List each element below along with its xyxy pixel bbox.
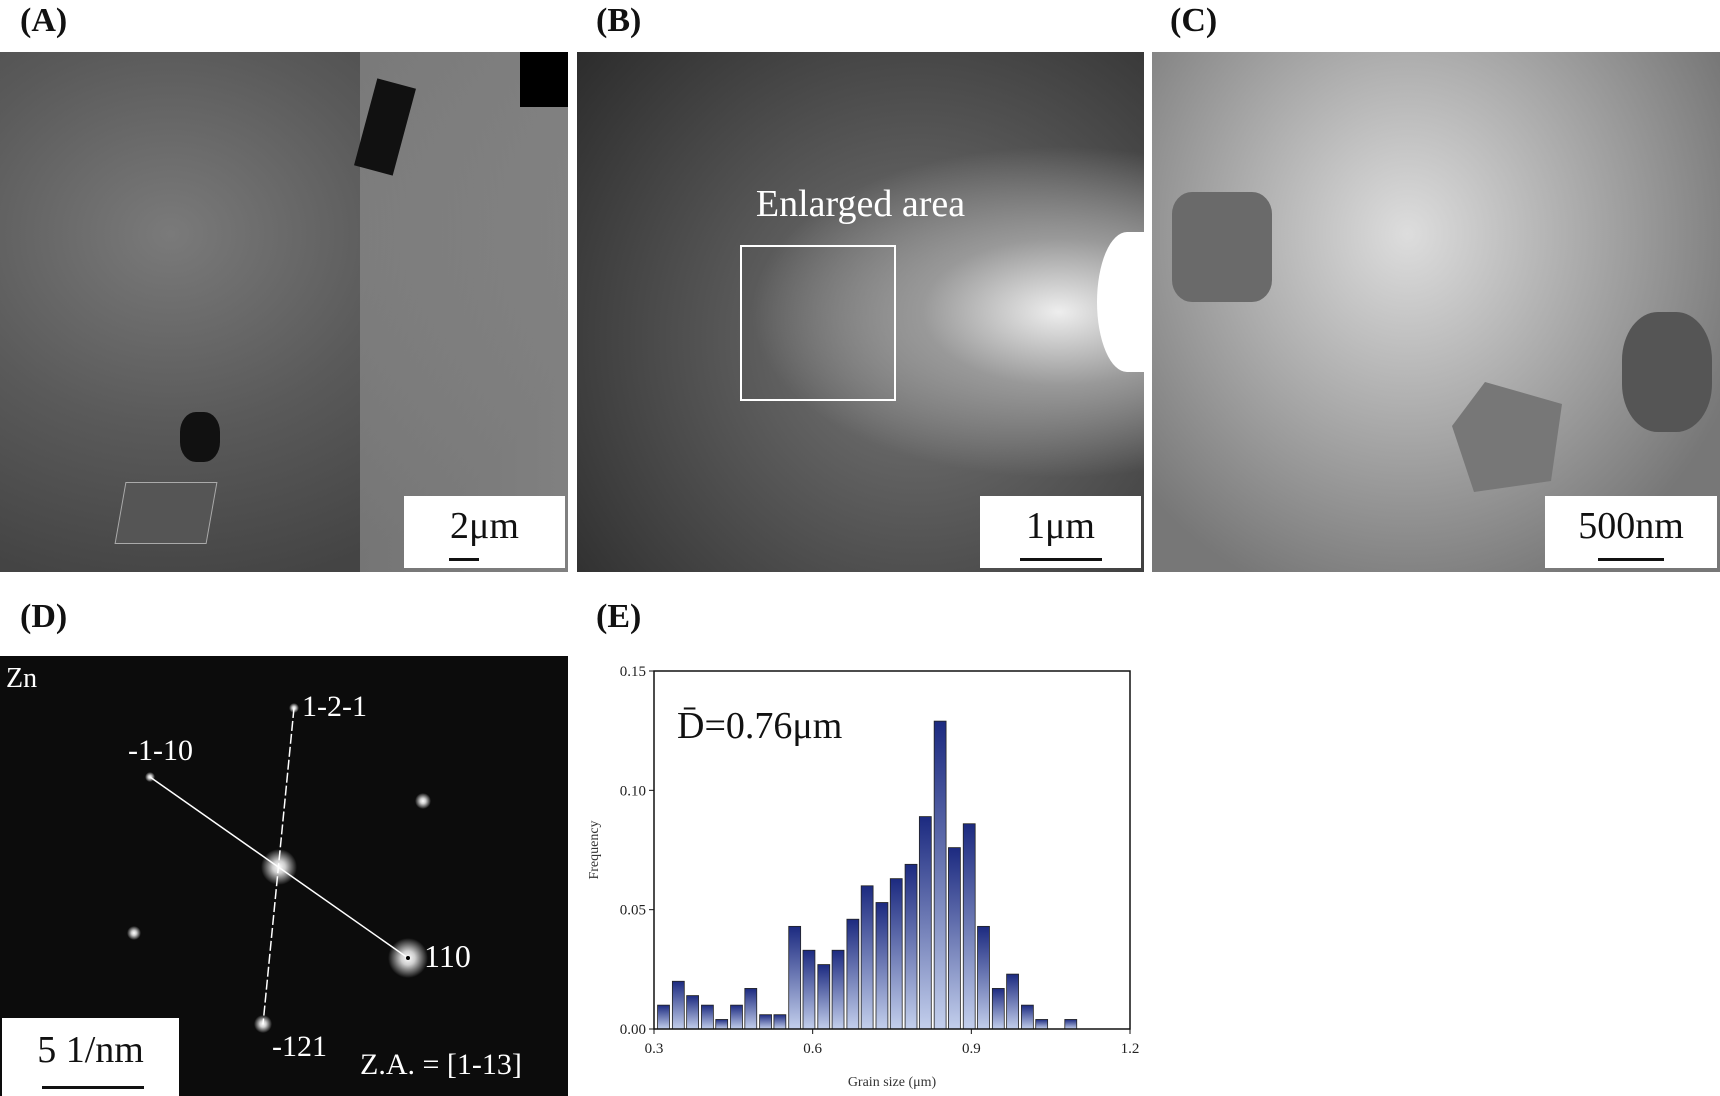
histogram-bar <box>860 885 874 1030</box>
scale-bar-label-c: 500nm <box>1578 505 1684 547</box>
x-tick-label: 0.6 <box>803 1041 822 1057</box>
histogram-bar <box>788 925 802 1030</box>
y-tick-label: 0.05 <box>620 903 646 919</box>
element-label: Zn <box>6 663 38 694</box>
tem-image-b: Enlarged area <box>577 52 1144 572</box>
y-tick-label: 0.00 <box>620 1022 646 1038</box>
tem-image-c <box>1152 52 1720 572</box>
histogram-bar <box>904 863 918 1030</box>
histogram-bar <box>802 949 816 1030</box>
histogram-bar <box>875 902 889 1030</box>
histogram-bar <box>933 720 947 1030</box>
scale-bar-box-d: 5 1/nm <box>2 1018 179 1096</box>
histogram-bar <box>962 823 976 1030</box>
histogram-bar <box>1035 1019 1049 1030</box>
scale-bar-b <box>1020 558 1102 561</box>
histogram-bar <box>671 980 685 1030</box>
spot-label: -1-10 <box>128 734 193 767</box>
scale-bar-box-a: 2μm <box>404 496 565 568</box>
histogram-bar <box>817 964 831 1030</box>
spot-label: 1-2-1 <box>302 690 367 723</box>
histogram-bar <box>846 918 860 1030</box>
histogram-bar <box>1006 973 1019 1030</box>
x-tick-label: 0.9 <box>962 1041 981 1057</box>
scale-bar-label-b: 1μm <box>1026 505 1095 547</box>
histogram-bar <box>831 949 845 1030</box>
x-tick-label: 1.2 <box>1121 1041 1140 1057</box>
scale-bar-label-a: 2μm <box>450 505 519 547</box>
scale-bar-box-b: 1μm <box>980 496 1141 568</box>
histogram-bar <box>773 1014 787 1030</box>
panel-label-c: (C) <box>1170 2 1218 39</box>
spot-label: -121 <box>272 1030 327 1063</box>
histogram-bar <box>657 1004 670 1030</box>
mean-grain-size-annotation: D̄=0.76μm <box>677 705 842 747</box>
scale-bar-box-c: 500nm <box>1545 496 1717 568</box>
enlarged-area-box <box>740 245 896 401</box>
zone-axis-label: Z.A. = [1-13] <box>360 1048 522 1081</box>
histogram-bar <box>730 1004 743 1030</box>
y-tick-label: 0.10 <box>620 783 646 799</box>
x-tick-label: 0.3 <box>645 1041 664 1057</box>
histogram-bar <box>759 1014 772 1030</box>
histogram-bar <box>948 847 961 1030</box>
histogram-bar <box>991 988 1005 1030</box>
panel-label-e: (E) <box>596 598 642 635</box>
histogram-bar <box>918 816 932 1030</box>
enlarged-area-label: Enlarged area <box>755 183 966 225</box>
histogram-bar <box>1064 1019 1078 1030</box>
histogram-bar <box>889 878 903 1030</box>
tem-image-a <box>0 52 568 572</box>
scale-bar-label-d: 5 1/nm <box>37 1029 144 1071</box>
plot-frame <box>653 670 1131 1030</box>
panel-label-b: (B) <box>596 2 642 39</box>
scale-bar-c <box>1598 558 1664 561</box>
histogram-bar <box>686 995 699 1030</box>
histogram-bar <box>744 988 758 1030</box>
spot-label: 110 <box>424 938 471 974</box>
scale-bar-d <box>42 1086 144 1089</box>
y-axis-label: Frequency <box>587 820 602 879</box>
panel-label-a: (A) <box>20 2 68 39</box>
x-axis-label: Grain size (μm) <box>848 1075 937 1090</box>
histogram-bar <box>701 1004 714 1030</box>
y-tick-label: 0.15 <box>620 664 646 680</box>
histogram-bar <box>715 1019 729 1030</box>
histogram-bar <box>977 925 990 1030</box>
panel-label-d: (D) <box>20 598 68 635</box>
scale-bar-a <box>449 558 479 561</box>
histogram-bar <box>1021 1004 1034 1030</box>
